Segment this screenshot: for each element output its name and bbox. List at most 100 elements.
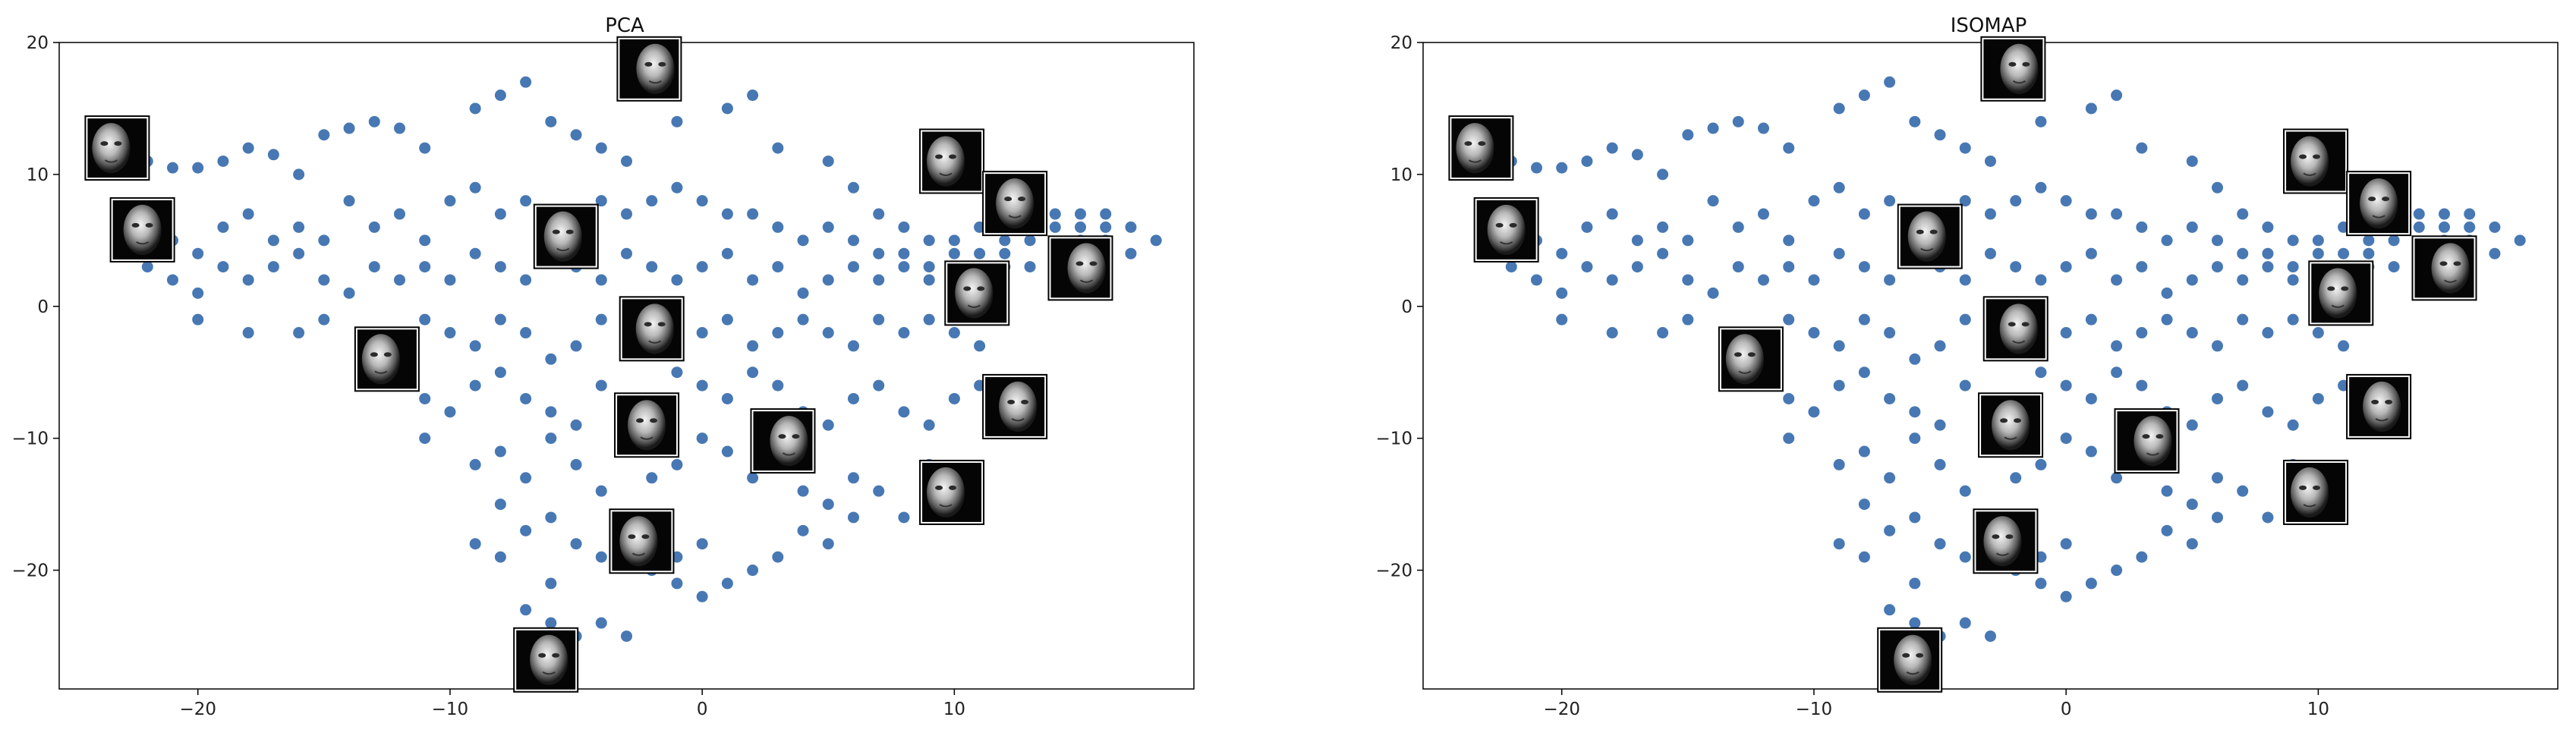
plot-area-frame (1422, 42, 2559, 690)
scatter-point (419, 313, 431, 326)
scatter-point (1631, 149, 1643, 161)
axis-ticks: −20 −10 0 10 20 10 0 −10 −20 (1375, 33, 2329, 719)
y-tick-label: 20 (1390, 33, 1412, 53)
scatter-point (848, 472, 859, 484)
scatter-point (2136, 261, 2148, 273)
scatter-point (2237, 485, 2249, 497)
scatter-point (1909, 115, 1921, 127)
scatter-point (167, 274, 178, 286)
scatter-point (1808, 274, 1820, 286)
face-thumbnail (84, 115, 150, 181)
scatter-point (1758, 274, 1769, 286)
scatter-point (721, 247, 733, 259)
plot-area-frame (58, 42, 1195, 690)
scatter-point (2010, 195, 2022, 207)
scatter-point (1858, 366, 1870, 379)
scatter-point (1833, 379, 1845, 392)
scatter-point (1758, 122, 1769, 134)
scatter-point (192, 247, 204, 259)
scatter-point (2212, 234, 2223, 247)
scatter-point (2161, 234, 2173, 247)
pca-plot: PCA −20 −10 0 10 20 10 0 −10 −20 (11, 14, 1195, 719)
scatter-point (1075, 221, 1086, 233)
scatter-point (1858, 208, 1870, 220)
scatter-point (419, 234, 431, 247)
scatter-point (1657, 221, 1669, 233)
scatter-point (545, 115, 557, 127)
scatter-point (1024, 261, 1036, 273)
scatter-point (419, 142, 431, 154)
scatter-point (948, 234, 960, 247)
scatter-point (822, 274, 834, 286)
scatter-point (2136, 379, 2148, 392)
scatter-point (1833, 538, 1845, 550)
scatter-point (696, 327, 708, 339)
scatter-point (394, 274, 405, 286)
scatter-point (2010, 261, 2022, 273)
scatter-point (419, 432, 431, 445)
scatter-point (2237, 274, 2249, 286)
scatter-point (1606, 274, 1618, 286)
scatter-point (368, 221, 380, 233)
scatter-point (2312, 392, 2324, 404)
scatter-point (822, 221, 834, 233)
scatter-point (923, 313, 935, 326)
scatter-point (1934, 419, 1946, 431)
face-thumbnail (616, 36, 682, 102)
scatter-point (1833, 458, 1845, 470)
scatter-point (671, 274, 683, 286)
scatter-point (1858, 90, 1870, 102)
scatter-point (2312, 247, 2324, 259)
scatter-point (293, 221, 305, 233)
scatter-point (1631, 234, 1643, 247)
x-tick-label: −10 (1796, 700, 1833, 719)
scatter-point (1707, 195, 1719, 207)
scatter-point (545, 511, 557, 524)
scatter-point (2060, 590, 2072, 602)
scatter-point (671, 115, 683, 127)
face-thumbnail (2346, 171, 2412, 237)
scatter-point (520, 524, 532, 536)
scatter-point (2111, 366, 2123, 379)
scatter-point (2212, 511, 2223, 524)
scatter-point (848, 234, 859, 247)
scatter-point (797, 287, 809, 299)
scatter-point (2186, 499, 2198, 511)
scatter-point (2060, 261, 2072, 273)
scatter-point (848, 511, 859, 524)
scatter-point (1024, 234, 1036, 247)
scatter-point (545, 617, 557, 629)
scatter-point (646, 195, 658, 207)
scatter-point (1783, 392, 1795, 404)
y-tick-label: −10 (11, 429, 49, 449)
scatter-point (595, 485, 607, 497)
scatter-point (696, 590, 708, 602)
scatter-point (192, 162, 204, 174)
scatter-point (2262, 247, 2274, 259)
scatter-point (2212, 340, 2223, 352)
scatter-point (520, 392, 532, 404)
scatter-point (948, 392, 960, 404)
scatter-point (444, 327, 456, 339)
scatter-point (1682, 129, 1694, 141)
scatter-point (1581, 155, 1593, 167)
scatter-point (318, 274, 330, 286)
scatter-point (595, 142, 607, 154)
scatter-point (1581, 221, 1593, 233)
scatter-point (545, 406, 557, 418)
scatter-point (873, 379, 885, 392)
scatter-point (2186, 155, 2198, 167)
scatter-point (1682, 234, 1694, 247)
scatter-point (747, 274, 759, 286)
scatter-point (293, 168, 305, 181)
scatter-point (1556, 313, 1568, 326)
face-thumbnail (619, 296, 685, 362)
scatter-point (520, 604, 532, 616)
scatter-point (2035, 366, 2047, 379)
scatter-point (2161, 485, 2173, 497)
scatter-point (2212, 392, 2223, 404)
scatter-point (2085, 247, 2097, 259)
scatter-point (1606, 142, 1618, 154)
